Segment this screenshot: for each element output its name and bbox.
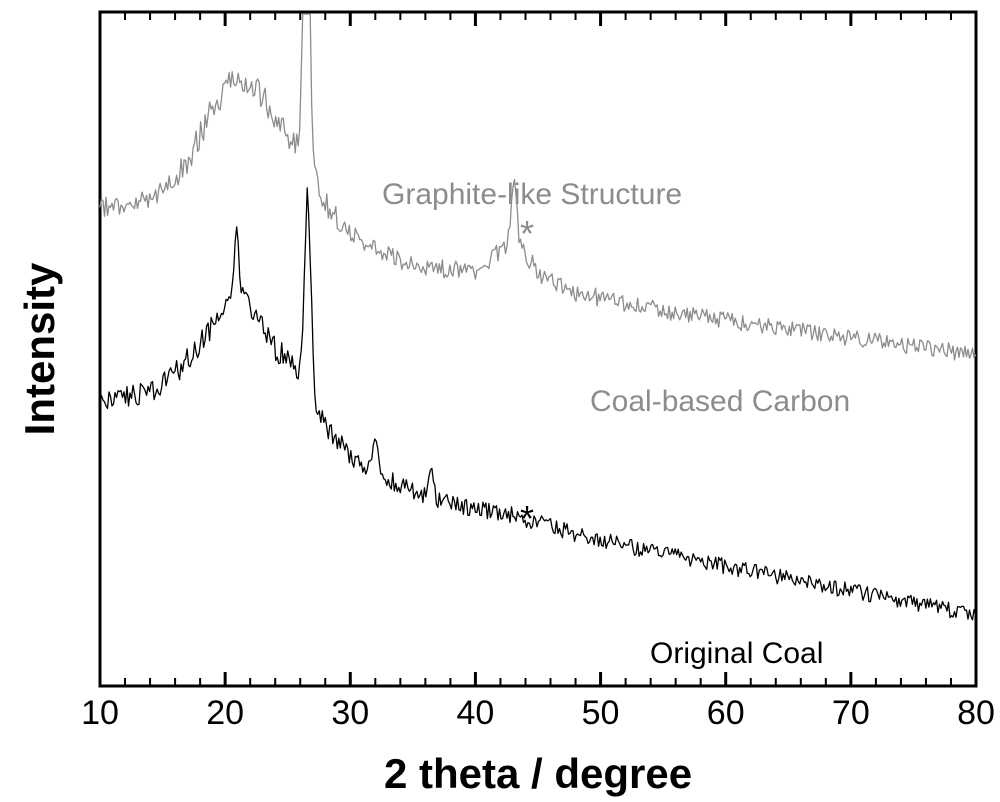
coal-based-label: Coal-based Carbon [590, 385, 850, 419]
original-coal-label: Original Coal [650, 637, 823, 671]
x-tick-label: 60 [707, 694, 745, 733]
x-tick-label: 70 [832, 694, 870, 733]
x-tick-label: 80 [957, 694, 995, 733]
asterisk-bottom: * [520, 498, 534, 540]
y-axis-title: Intensity [16, 263, 64, 436]
x-tick-label: 40 [457, 694, 495, 733]
xrd-chart: Intensity 2 theta / degree 10 20 30 40 50 60 7… [0, 0, 1000, 802]
x-tick-label: 20 [206, 694, 244, 733]
x-tick-label: 50 [582, 694, 620, 733]
asterisk-top: * [520, 213, 534, 255]
x-tick-label: 30 [331, 694, 369, 733]
x-tick-label: 10 [81, 694, 119, 733]
x-axis-title: 2 theta / degree [384, 750, 692, 798]
graphite-label: Graphite-like Structure [382, 178, 682, 212]
